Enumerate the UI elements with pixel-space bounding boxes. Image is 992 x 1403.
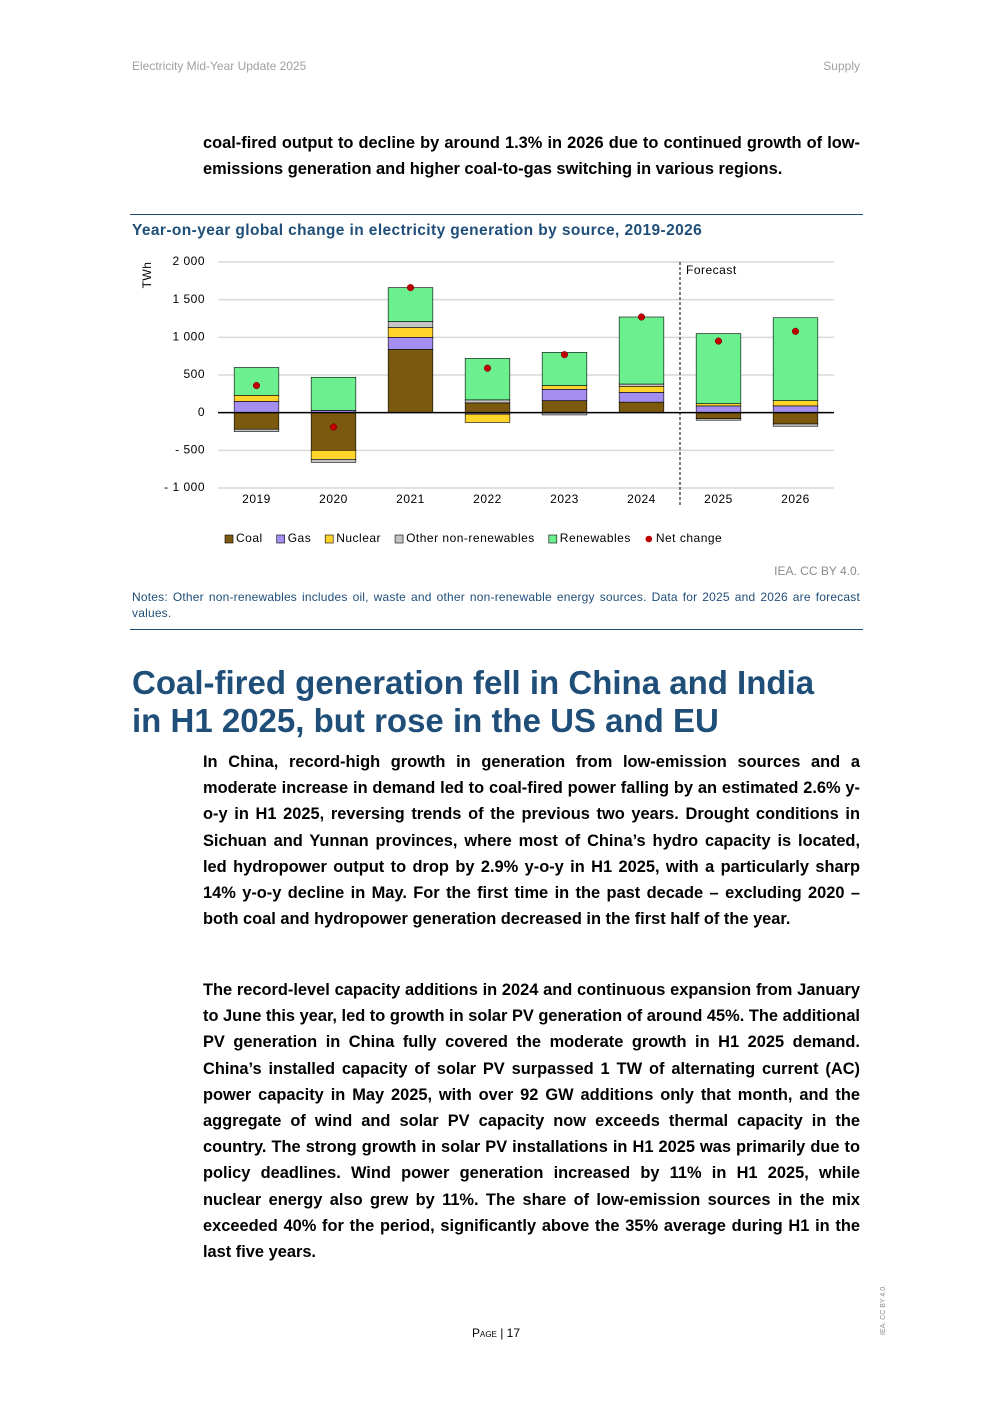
y-tick-label: 2 000 <box>172 254 205 268</box>
legend-label: Nuclear <box>336 531 381 545</box>
net-change-dot <box>637 313 646 321</box>
paragraph: The record-level capacity additions in 2… <box>203 977 860 1265</box>
section-heading: Coal-fired generation fell in China and … <box>132 664 815 739</box>
bar-segment <box>618 316 665 385</box>
x-tick-label: 2021 <box>396 492 425 506</box>
net-change-dot <box>483 364 492 372</box>
x-tick-label: 2024 <box>627 492 656 506</box>
bar-segment <box>541 389 588 401</box>
forecast-label: Forecast <box>686 263 737 277</box>
bar-segment <box>541 400 588 413</box>
bar-segment <box>618 386 665 393</box>
figure-notes: Notes: Other non-renewables includes oil… <box>132 590 860 620</box>
text: The record-level capacity additions in 2… <box>203 981 860 1262</box>
legend-label: Net change <box>656 531 722 545</box>
x-tick-label: 2019 <box>242 492 271 506</box>
bar-segment <box>310 459 357 463</box>
chart: - 1 000 - 500 0 500 1 000 1 500 2 000 TWh Foreca… <box>140 254 834 545</box>
bar-segment <box>233 412 280 430</box>
bar-segment <box>695 333 742 404</box>
legend-swatch <box>276 534 285 544</box>
legend-label: Coal <box>236 531 263 545</box>
legend-swatch <box>324 534 334 544</box>
paragraph: In China, record-high growth in generati… <box>203 749 860 932</box>
bar-segment <box>695 418 742 421</box>
text: In <box>203 753 229 771</box>
bar-segment <box>233 395 280 402</box>
net-change-dot <box>714 337 723 345</box>
net-change-dot <box>406 284 415 292</box>
figure-top-rule <box>130 214 863 215</box>
y-tick-label: 1 500 <box>172 292 205 306</box>
bar-segment <box>387 287 434 322</box>
y-axis-label: TWh <box>140 262 154 289</box>
page-number: Page | 17 <box>471 1326 521 1340</box>
legend-swatch <box>548 534 558 544</box>
bar-segment <box>772 423 819 427</box>
bar-segment <box>772 400 819 407</box>
y-tick-label: 1 000 <box>172 330 205 344</box>
legend-label: Other non-renewables <box>406 531 535 545</box>
legend-label: Renewables <box>560 531 631 545</box>
chart-title: Year-on-year global change in electricit… <box>132 222 703 239</box>
bar-segment <box>233 367 280 396</box>
net-change-dot <box>791 327 800 335</box>
bar-segment <box>772 412 819 425</box>
bar-segment <box>464 358 511 401</box>
x-tick-label: 2025 <box>704 492 733 506</box>
bar-segment <box>464 402 511 413</box>
running-header-right: Supply <box>823 59 860 73</box>
x-tick-label: 2022 <box>473 492 502 506</box>
bar-segment <box>618 383 665 387</box>
figure-source: IEA. CC BY 4.0. <box>774 564 860 578</box>
y-tick-label: 500 <box>183 367 205 381</box>
legend-label: Gas <box>288 531 312 545</box>
bar-segment <box>310 376 357 411</box>
running-header-left: Electricity Mid-Year Update 2025 <box>132 59 307 73</box>
bar-segment <box>387 349 434 413</box>
intro-paragraph: coal-fired output to decline by around 1… <box>203 134 860 179</box>
bar-segment <box>541 385 588 390</box>
bar-segment <box>310 412 357 451</box>
bar-segment <box>618 392 665 403</box>
bar-segment <box>772 405 819 413</box>
x-tick-label: 2023 <box>550 492 579 506</box>
y-tick-label: - 500 <box>175 443 205 457</box>
x-tick-label: 2020 <box>319 492 348 506</box>
bar-segment <box>387 337 434 350</box>
text: , record-high growth in generation from … <box>203 753 860 929</box>
bar-segment <box>387 321 434 328</box>
y-tick-label: 0 <box>198 405 205 419</box>
bar-segment <box>233 401 280 413</box>
bar-segment <box>695 403 742 407</box>
emphasis: China <box>228 753 274 771</box>
x-tick-label: 2026 <box>781 492 810 506</box>
bar-segment <box>233 428 280 432</box>
net-change-dot <box>560 351 569 359</box>
legend-swatch <box>224 534 234 544</box>
bar-segment <box>695 405 742 413</box>
bar-segment <box>464 413 511 423</box>
net-change-dot <box>329 423 338 431</box>
bar-segment <box>695 412 742 419</box>
y-tick-label: - 1 000 <box>164 480 205 494</box>
legend-swatch <box>394 534 404 544</box>
bar-segment <box>387 327 434 338</box>
bar-segment <box>310 450 357 460</box>
side-license: IEA. CC BY 4.0. <box>880 1284 887 1335</box>
bar-segment <box>618 401 665 413</box>
legend-swatch <box>645 535 653 543</box>
net-change-dot <box>252 381 261 390</box>
bar-segment <box>464 399 511 404</box>
figure-bottom-rule <box>130 629 863 630</box>
